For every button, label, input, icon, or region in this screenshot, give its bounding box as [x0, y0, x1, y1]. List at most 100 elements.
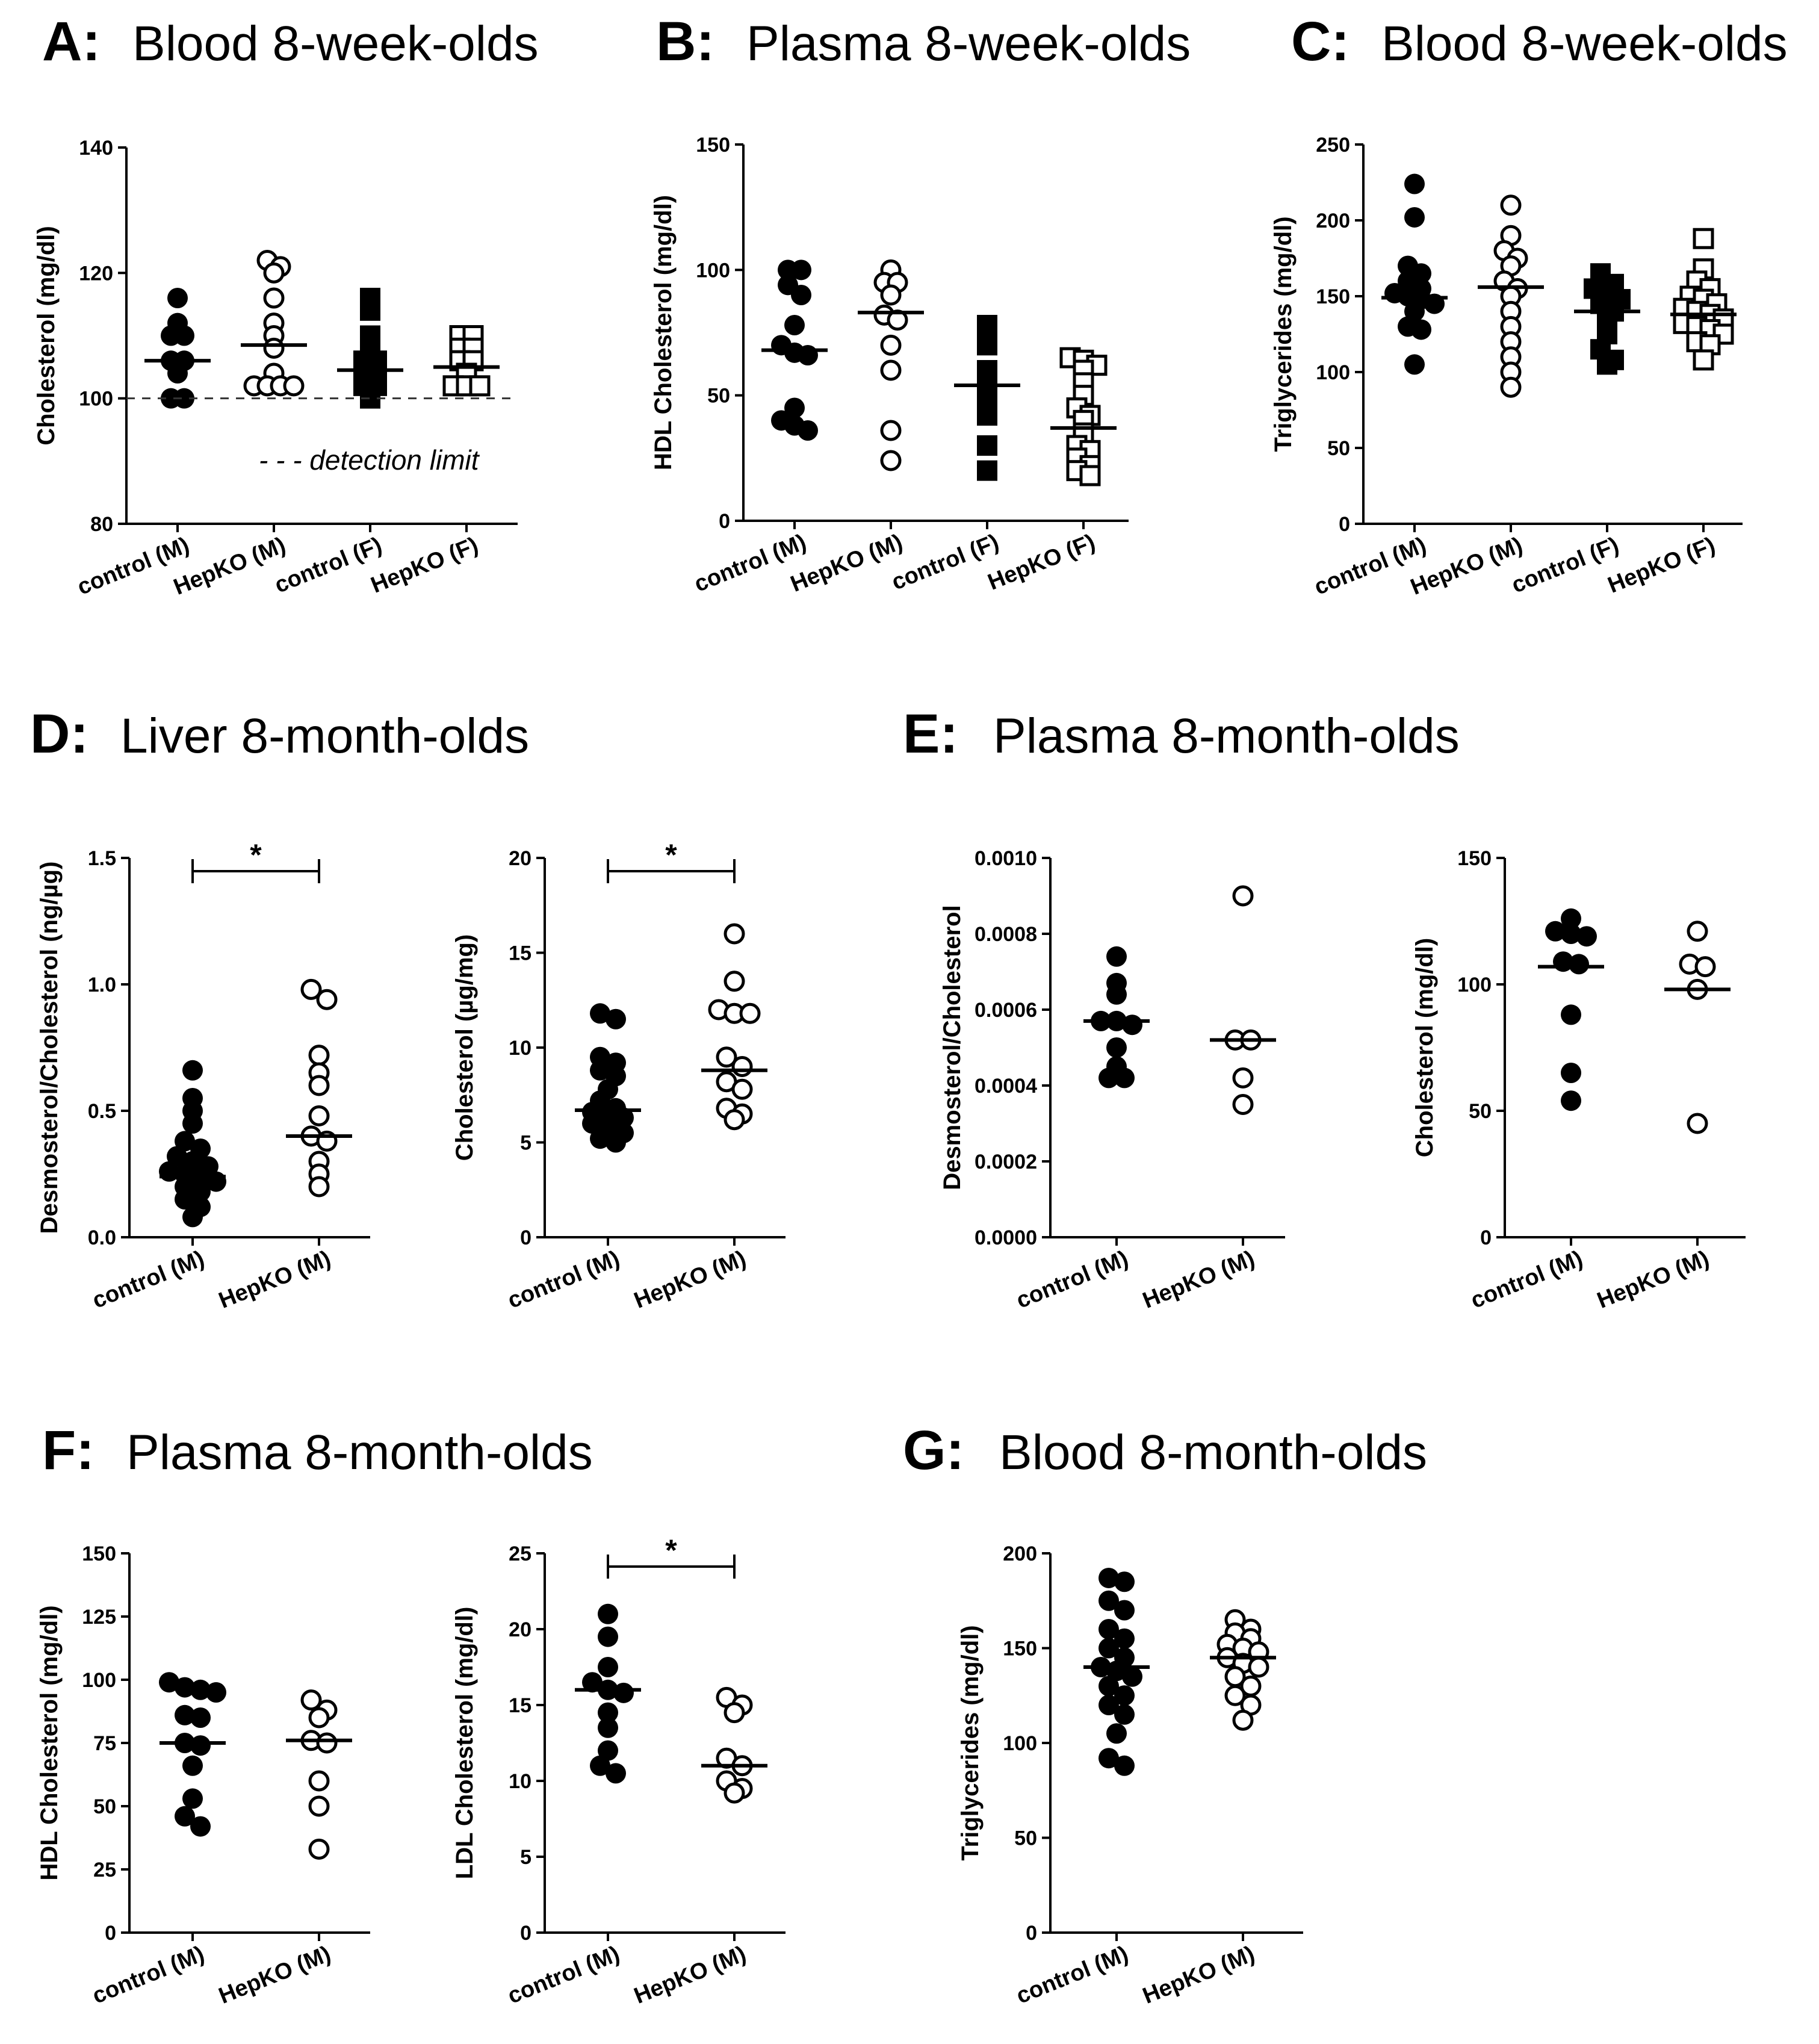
y-tick-label: 140 — [79, 137, 113, 160]
y-axis-title: Triglycerides (mg/dl) — [957, 1625, 984, 1860]
y-tick-label: 250 — [1316, 134, 1350, 157]
data-point — [175, 1677, 195, 1698]
data-point — [190, 1707, 211, 1728]
data-point — [1114, 1685, 1135, 1706]
x-category-label: control (M) — [504, 1246, 624, 1313]
data-point — [175, 1806, 195, 1827]
data-point — [1404, 173, 1425, 194]
panel-a-title: Blood 8-week-olds — [132, 16, 539, 71]
data-point — [174, 388, 194, 409]
data-point — [263, 262, 285, 284]
panel-g-letter: G: — [903, 1420, 964, 1481]
data-point — [1561, 1004, 1581, 1025]
data-point — [1687, 1113, 1708, 1134]
y-tick-label: 100 — [1316, 361, 1350, 384]
data-point — [1122, 1014, 1142, 1036]
data-point — [1122, 1666, 1142, 1687]
data-point — [598, 1717, 618, 1738]
data-point — [1248, 1656, 1269, 1678]
data-point — [590, 1128, 610, 1149]
y-tick-label: 15 — [509, 942, 531, 965]
data-point — [1545, 921, 1566, 942]
data-point — [308, 1838, 330, 1860]
data-point — [1099, 1067, 1119, 1089]
data-point — [167, 363, 188, 384]
panel-a-letter: A: — [42, 11, 101, 72]
data-point — [1561, 1090, 1581, 1111]
y-tick-label: 120 — [79, 262, 113, 285]
chart-g: 0 50 100 150 200 Triglycerides (mg/dl) control… — [957, 1542, 1303, 2009]
y-tick-label: 25 — [93, 1859, 116, 1881]
y-axis-title: LDL Cholesterol (mg/dl) — [451, 1607, 478, 1880]
data-point — [880, 334, 902, 356]
chart-d2: 0 5 10 15 20 Cholesterol (µg/mg) control (M) He… — [451, 838, 786, 1314]
y-tick-label: 50 — [1469, 1100, 1492, 1123]
data-point — [798, 420, 818, 441]
y-tick-label: 15 — [509, 1694, 531, 1717]
chart-e2: 0 50 100 150 Cholesterol (mg/dl) control (M) H… — [1412, 847, 1746, 1314]
panel-c-title: Blood 8-week-olds — [1381, 16, 1788, 71]
data-point — [1099, 1567, 1119, 1588]
data-point — [977, 405, 997, 426]
y-tick-label: 150 — [1457, 847, 1492, 870]
data-point — [791, 285, 811, 305]
data-point — [1099, 1748, 1119, 1769]
y-tick-label: 100 — [1457, 974, 1492, 996]
data-point — [798, 345, 818, 365]
data-point — [1561, 1063, 1581, 1083]
x-category-label: HepKO (M) — [215, 1246, 335, 1313]
data-point — [590, 1755, 610, 1776]
x-category-label: HepKO (M) — [215, 1941, 335, 2008]
data-point — [1232, 1067, 1254, 1089]
data-point — [598, 1702, 618, 1723]
x-category-label: HepKO (M) — [1594, 1246, 1713, 1313]
data-point — [1232, 1709, 1254, 1731]
y-tick-label: 10 — [509, 1770, 531, 1793]
x-category-label: HepKO (F) — [984, 529, 1099, 595]
data-point — [182, 1060, 203, 1081]
panel-f-title: Plasma 8-month-olds — [126, 1425, 593, 1480]
panel-d-letter: D: — [30, 703, 88, 765]
x-category-label: control (M) — [89, 1941, 208, 2008]
data-point — [1694, 956, 1716, 978]
x-category-label: control (F) — [271, 532, 385, 598]
data-point — [1712, 323, 1734, 345]
data-point — [1232, 885, 1254, 907]
y-tick-label: 200 — [1003, 1542, 1037, 1565]
data-point — [1500, 194, 1522, 216]
chart-b: 0 50 100 150 HDL Cholesterol (mg/dl) control … — [650, 134, 1129, 597]
x-category-label: HepKO (M) — [787, 529, 906, 597]
y-tick-label: 100 — [82, 1669, 116, 1692]
data-point — [1500, 376, 1522, 398]
x-category-label: control (M) — [504, 1941, 624, 2008]
y-tick-label: 0 — [520, 1922, 531, 1945]
data-point — [300, 978, 322, 1000]
data-point — [613, 1107, 634, 1128]
y-tick-label: 0.0002 — [975, 1151, 1037, 1173]
data-point — [308, 1176, 330, 1198]
y-axis-title: Desmosterol/Cholesterol (ng/µg) — [36, 862, 63, 1234]
data-point — [724, 1782, 745, 1804]
y-tick-label: 20 — [509, 847, 531, 870]
significance-star: * — [665, 1533, 677, 1567]
y-tick-label: 0.5 — [88, 1100, 116, 1123]
panel-f-letter: F: — [42, 1420, 95, 1481]
data-point — [308, 1707, 330, 1729]
data-point — [283, 375, 305, 397]
data-point — [977, 435, 997, 456]
y-tick-label: 80 — [90, 513, 113, 536]
data-point — [1114, 1704, 1135, 1725]
data-point — [159, 1672, 179, 1693]
y-tick-label: 200 — [1316, 210, 1350, 232]
x-category-label: control (F) — [1508, 532, 1622, 598]
y-tick-label: 50 — [1014, 1827, 1037, 1850]
y-tick-label: 25 — [509, 1542, 531, 1565]
panel-b-title: Plasma 8-week-olds — [746, 16, 1191, 71]
data-point — [739, 1002, 761, 1024]
data-point — [1576, 926, 1597, 947]
x-category-label: HepKO (M) — [1407, 532, 1526, 600]
data-point — [308, 1105, 330, 1126]
y-tick-label: 0 — [1339, 513, 1350, 536]
panel-e-letter: E: — [903, 703, 958, 765]
